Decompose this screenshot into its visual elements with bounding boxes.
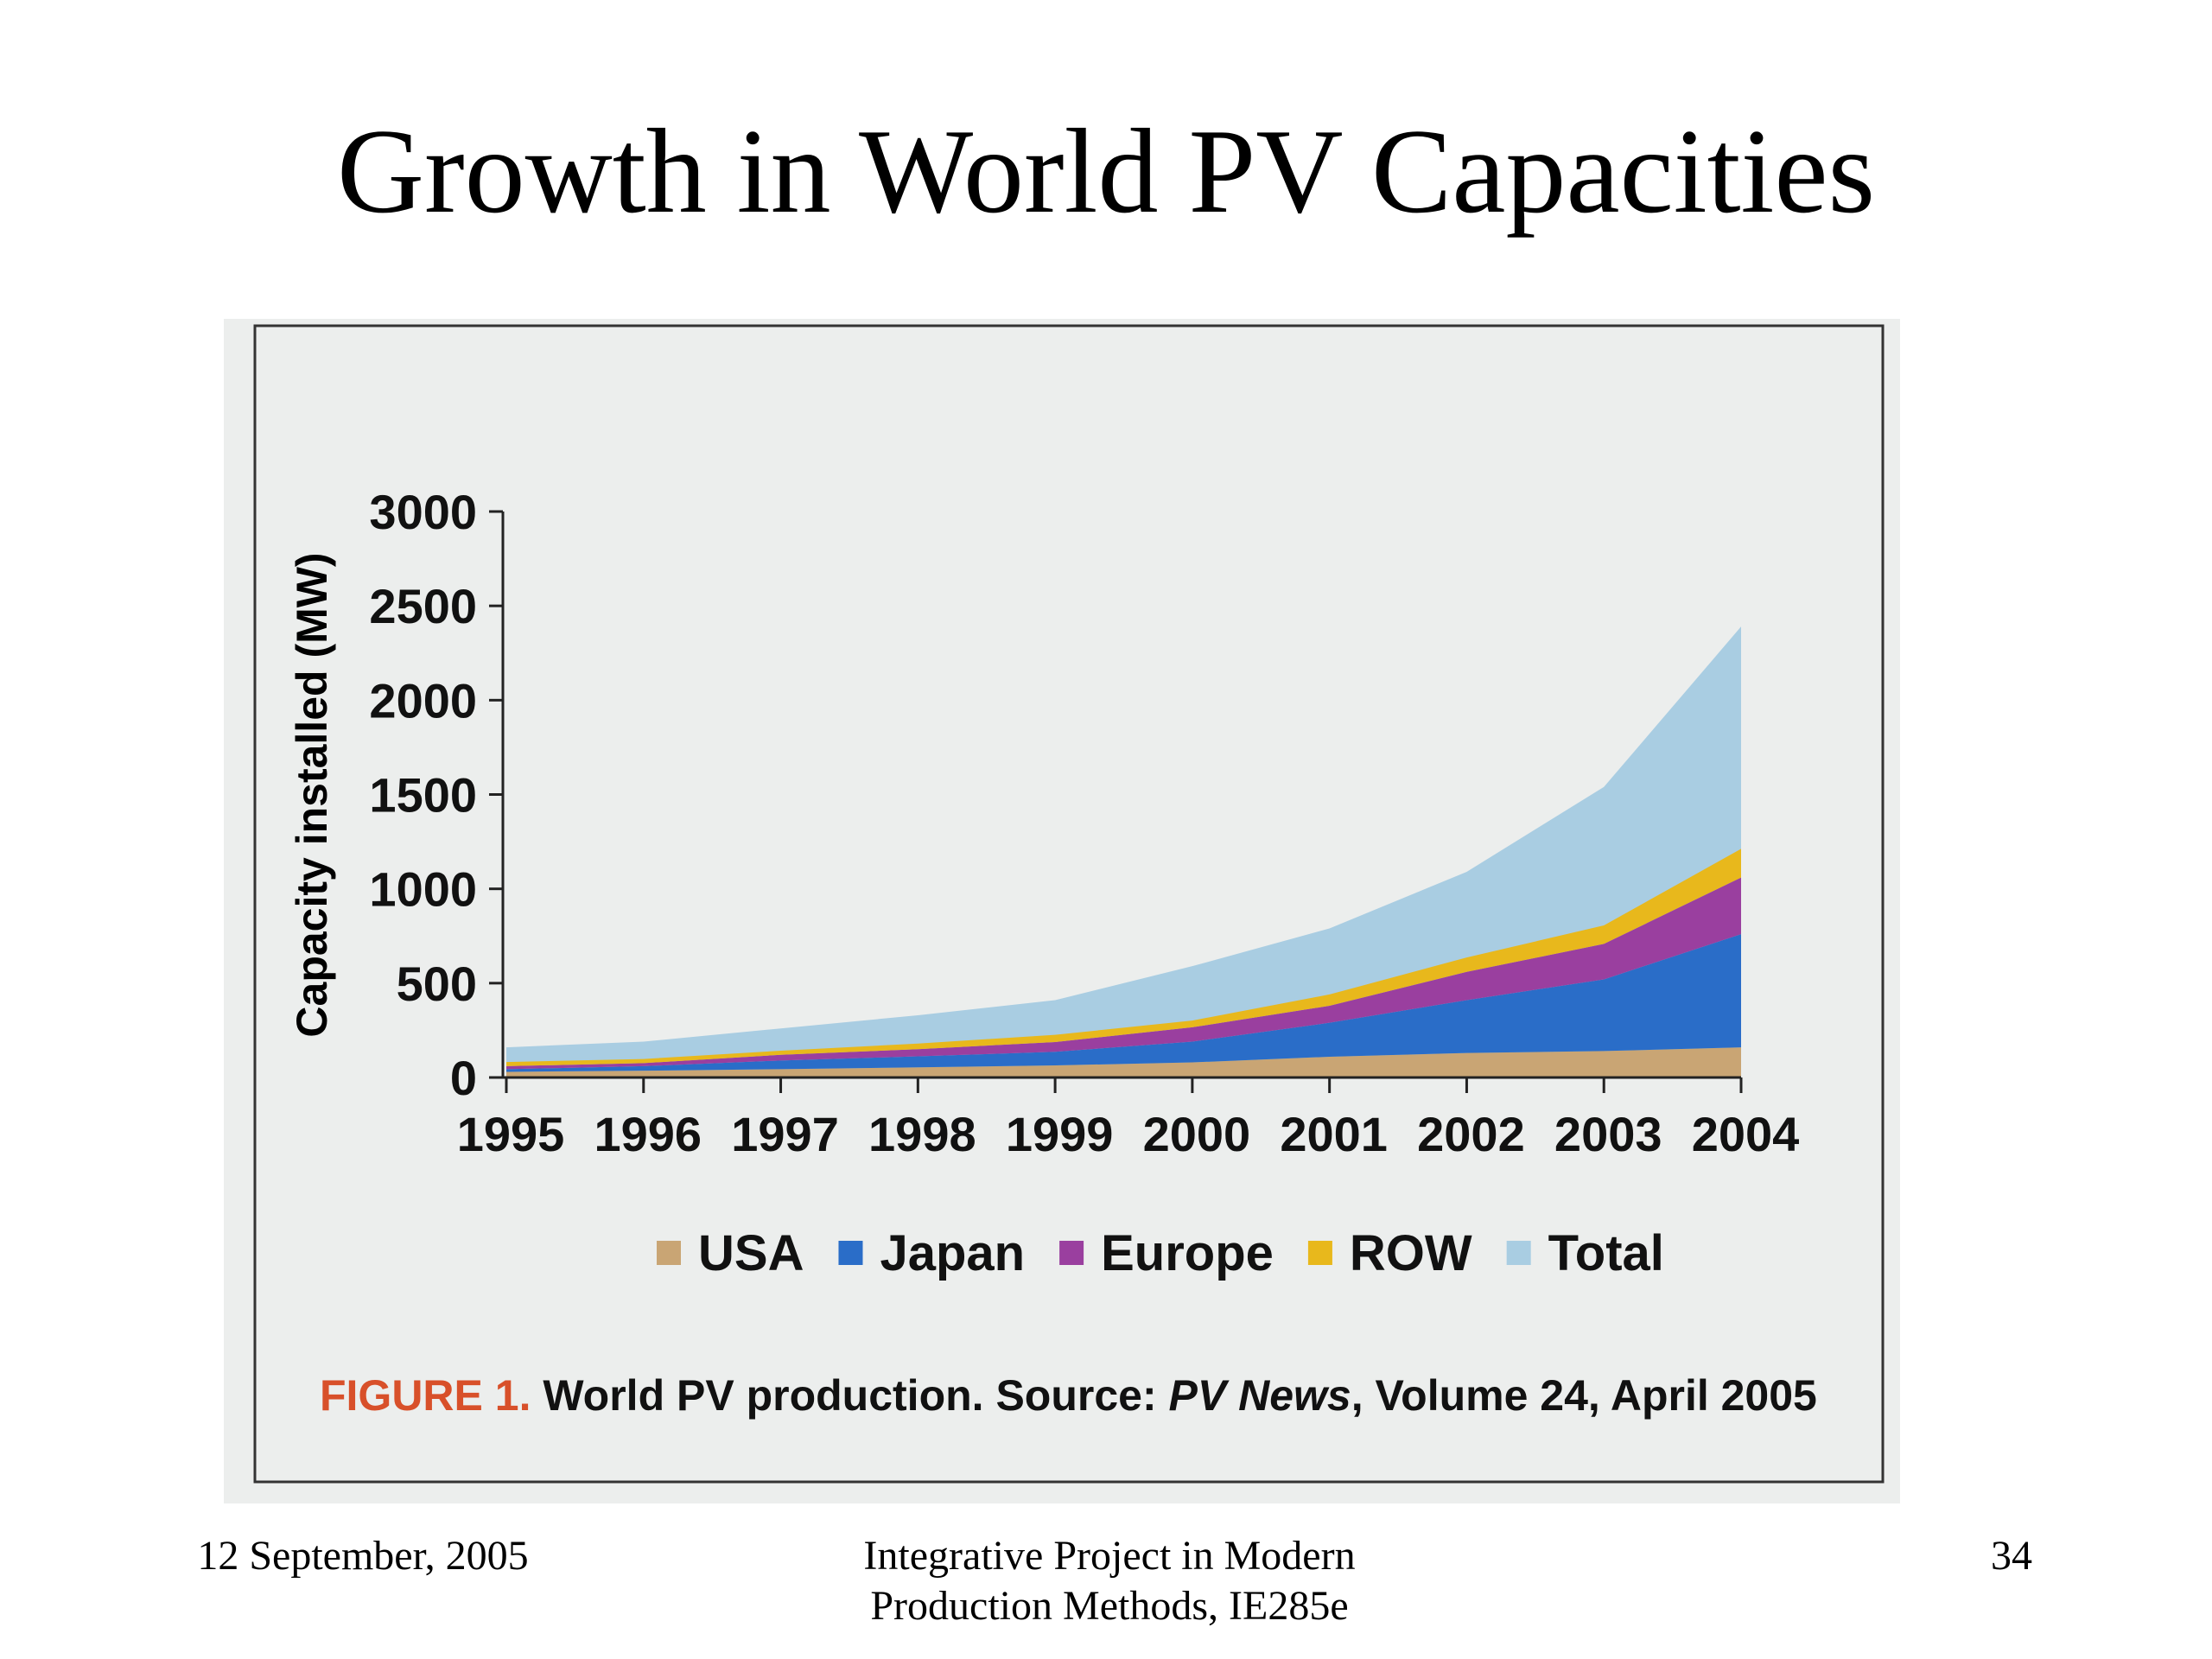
slide-title: Growth in World PV Capacities — [337, 105, 1875, 238]
legend-label: Total — [1548, 1225, 1664, 1281]
stacked-area — [506, 1047, 1741, 1077]
y-axis-label: Capacity installed (MW) — [288, 552, 336, 1037]
footer-course: Production Methods, IE285e — [870, 1583, 1348, 1629]
caption-label: FIGURE 1. — [320, 1371, 531, 1420]
legend-label: Japan — [880, 1225, 1025, 1281]
caption: FIGURE 1. World PV production. Source: P… — [320, 1371, 1817, 1420]
legend-swatch — [1059, 1241, 1084, 1265]
y-tick-label: 0 — [450, 1051, 477, 1105]
y-tick-label: 1000 — [369, 862, 477, 917]
y-tick-label: 1500 — [369, 768, 477, 823]
caption-source: PV News — [1169, 1371, 1351, 1420]
footer-date: 12 September, 2005 — [197, 1533, 528, 1579]
caption-text: World PV production. Source: — [543, 1371, 1156, 1420]
legend-swatch — [1506, 1241, 1531, 1265]
x-tick-label: 1996 — [594, 1107, 702, 1161]
x-tick-label: 2003 — [1554, 1107, 1662, 1161]
legend-label: USA — [698, 1225, 804, 1281]
legend-swatch — [838, 1241, 863, 1265]
legend-swatch — [1307, 1241, 1332, 1265]
x-tick-label: 2002 — [1417, 1107, 1525, 1161]
footer-page: 34 — [1991, 1533, 2032, 1579]
caption-rest: , Volume 24, April 2005 — [1351, 1371, 1817, 1420]
legend-label: ROW — [1350, 1225, 1472, 1281]
x-tick-label: 2000 — [1143, 1107, 1251, 1161]
stacked-area — [506, 849, 1741, 1066]
stacked-area — [506, 877, 1741, 1070]
x-tick-label: 2001 — [1280, 1107, 1388, 1161]
y-tick-label: 2000 — [369, 673, 477, 728]
y-tick-label: 500 — [397, 957, 477, 1011]
y-tick-label: 3000 — [369, 485, 477, 539]
y-tick-label: 2500 — [369, 579, 477, 633]
footer-course: Integrative Project in Modern — [863, 1533, 1355, 1579]
x-tick-label: 1995 — [457, 1107, 565, 1161]
stacked-area — [506, 934, 1741, 1072]
x-tick-label: 2004 — [1692, 1107, 1800, 1161]
legend-label: Europe — [1101, 1225, 1274, 1281]
x-tick-label: 1999 — [1006, 1107, 1114, 1161]
legend: USA Japan Europe ROW Total — [657, 1225, 1664, 1281]
x-tick-label: 1997 — [731, 1107, 839, 1161]
figure-border — [253, 324, 1885, 1484]
legend-swatch — [657, 1241, 681, 1265]
x-tick-label: 1998 — [868, 1107, 976, 1161]
total-area — [506, 626, 1741, 1077]
plot: 0 500 1000 1500 2000 2500 3000 1995 1996 1997 1998… — [369, 485, 1799, 1161]
